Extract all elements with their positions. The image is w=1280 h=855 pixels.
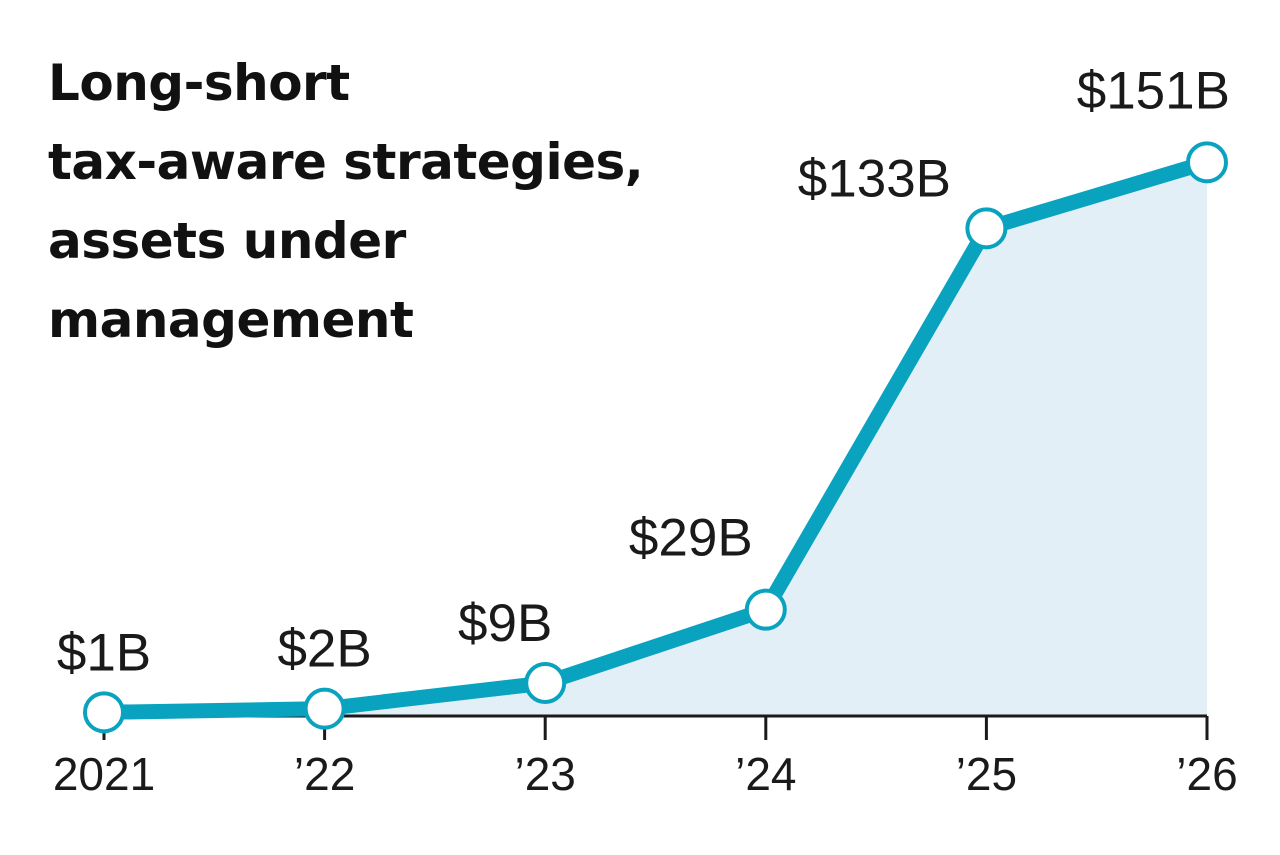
series-line: [96, 154, 1215, 720]
x-tick-label: ’24: [735, 748, 796, 800]
x-tick-label: ’26: [1176, 748, 1237, 800]
chart-title-line-4: management: [48, 291, 414, 349]
data-point: [744, 588, 787, 631]
area-fill: [104, 162, 1207, 717]
data-point: [524, 662, 567, 704]
data-label: $151B: [1077, 61, 1230, 120]
x-tick-label: ’22: [294, 748, 355, 800]
x-tick-label: ’23: [515, 748, 576, 800]
data-point: [965, 207, 1008, 250]
data-labels: $1B $2B $9B $29B $133B $151B: [57, 61, 1230, 682]
data-label: $2B: [277, 620, 371, 679]
chart-title-line-2: tax-aware strategies,: [48, 133, 644, 191]
chart-title-line-1: Long-short: [48, 54, 350, 112]
chart-title: Long-short tax-aware strategies, assets …: [48, 44, 768, 360]
x-tick-label: ’25: [956, 748, 1017, 800]
data-point: [83, 691, 125, 734]
x-tick-label: 2021: [53, 748, 155, 800]
data-label: $9B: [458, 594, 552, 653]
data-point: [1186, 141, 1228, 184]
data-label: $1B: [57, 623, 151, 682]
data-point-markers: [83, 141, 1228, 734]
x-axis-tick-labels: 2021 ’22 ’23 ’24 ’25 ’26: [53, 748, 1238, 800]
data-point: [303, 687, 346, 730]
x-axis-ticks: [102, 716, 1209, 740]
data-label: $29B: [629, 509, 753, 568]
data-label: $133B: [798, 149, 951, 208]
chart-title-line-3: assets under: [48, 212, 406, 270]
